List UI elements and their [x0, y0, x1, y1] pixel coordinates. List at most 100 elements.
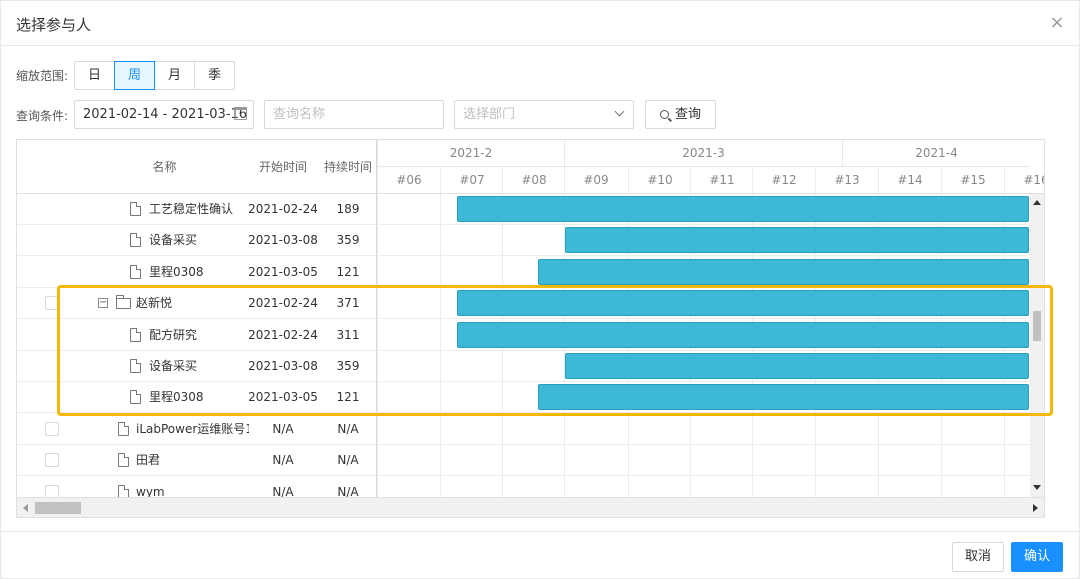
gantt-grid: 名称 开始时间 持续时间 2021-2 2021-3 2021-4 #06 #07 #08… — [16, 139, 1045, 518]
date-range-picker[interactable]: 2021-02-14 - 2021-03-16 — [74, 100, 254, 129]
week-header: #08 — [502, 167, 565, 194]
table-row[interactable]: 工艺稳定性确认 2021-02-24 189 — [17, 194, 1030, 225]
table-row[interactable]: − 赵新悦 2021-02-24 371 — [17, 288, 1030, 319]
row-duration: 359 — [336, 359, 360, 373]
week-header: #10 — [628, 167, 691, 194]
calendar-icon — [234, 107, 247, 120]
row-start-time: 2021-03-05 — [248, 390, 318, 404]
week-header: #14 — [878, 167, 941, 194]
row-start-time: 2021-02-24 — [248, 296, 318, 310]
horizontal-scrollbar[interactable] — [17, 497, 1044, 517]
horizontal-scroll-thumb[interactable] — [35, 502, 81, 514]
table-row[interactable]: 田君 N/A N/A — [17, 445, 1030, 476]
column-header-name[interactable]: 名称 — [152, 160, 177, 174]
file-icon — [130, 233, 141, 247]
pane-divider[interactable] — [376, 140, 377, 497]
row-name: iLabPower运维账号1 — [136, 422, 249, 436]
row-duration: N/A — [337, 485, 359, 499]
zoom-day-button[interactable]: 日 — [74, 61, 115, 90]
dialog-header: 选择参与人 × — [1, 1, 1079, 46]
column-header-duration[interactable]: 持续时间 — [323, 160, 372, 174]
row-name: 里程0308 — [149, 390, 204, 404]
table-row[interactable]: 设备采买 2021-03-08 359 — [17, 351, 1030, 382]
week-header: #13 — [815, 167, 878, 194]
zoom-segmented: 日 周 月 季 — [74, 61, 235, 90]
close-icon[interactable]: × — [1049, 12, 1065, 33]
scroll-down-icon[interactable] — [1033, 485, 1041, 490]
zoom-week-button[interactable]: 周 — [114, 61, 155, 90]
month-header: 2021-2 — [377, 140, 564, 167]
folder-icon — [116, 295, 131, 309]
row-checkbox[interactable] — [45, 296, 59, 310]
row-duration: N/A — [337, 453, 359, 467]
name-search-input[interactable]: 查询名称 — [264, 100, 444, 129]
table-row[interactable]: 设备采买 2021-03-08 359 — [17, 225, 1030, 256]
grid-line — [440, 194, 441, 497]
collapse-icon[interactable]: − — [98, 297, 108, 308]
table-row[interactable]: iLabPower运维账号1 N/A N/A — [17, 414, 1030, 445]
vertical-scroll-thumb[interactable] — [1033, 311, 1041, 341]
table-row[interactable]: 里程0308 2021-03-05 121 — [17, 257, 1030, 288]
table-row[interactable]: 配方研究 2021-02-24 311 — [17, 320, 1030, 351]
file-icon — [118, 422, 129, 436]
department-select[interactable]: 选择部门 — [454, 100, 634, 129]
row-start-time: N/A — [272, 422, 294, 436]
department-placeholder: 选择部门 — [463, 107, 516, 122]
grid-line — [377, 194, 378, 497]
row-name: 设备采买 — [149, 233, 198, 247]
row-name: 里程0308 — [149, 265, 204, 279]
week-header: #06 — [377, 167, 440, 194]
gantt-bar[interactable] — [538, 384, 1029, 410]
row-duration: 121 — [336, 390, 360, 404]
file-icon — [130, 202, 141, 216]
week-header: #09 — [564, 167, 627, 194]
row-name: 配方研究 — [149, 328, 198, 342]
date-range-value: 2021-02-14 - 2021-03-16 — [83, 107, 248, 122]
month-header: 2021-3 — [564, 140, 842, 167]
row-start-time: 2021-03-08 — [248, 359, 318, 373]
row-duration: 359 — [336, 233, 360, 247]
search-button[interactable]: 查询 — [645, 100, 716, 129]
row-name: 赵新悦 — [136, 296, 173, 310]
chevron-down-icon — [614, 106, 625, 117]
week-header: #12 — [752, 167, 815, 194]
scroll-up-icon[interactable] — [1033, 200, 1041, 205]
scroll-left-icon[interactable] — [23, 504, 28, 512]
dialog-title: 选择参与人 — [16, 16, 92, 34]
zoom-quarter-button[interactable]: 季 — [194, 61, 235, 90]
row-checkbox[interactable] — [45, 422, 59, 436]
row-duration: 189 — [336, 202, 360, 216]
gantt-bar[interactable] — [457, 290, 1029, 316]
column-header-start[interactable]: 开始时间 — [258, 160, 307, 174]
row-name: 田君 — [136, 453, 161, 467]
row-start-time: N/A — [272, 485, 294, 499]
row-start-time: 2021-03-05 — [248, 265, 318, 279]
name-search-placeholder: 查询名称 — [273, 107, 326, 122]
file-icon — [130, 359, 141, 373]
gantt-bar[interactable] — [457, 196, 1029, 222]
confirm-button[interactable]: 确认 — [1011, 542, 1063, 572]
row-duration: 311 — [336, 328, 360, 342]
table-row[interactable]: 里程0308 2021-03-05 121 — [17, 382, 1030, 413]
month-header: 2021-4 — [842, 140, 1030, 167]
cancel-button[interactable]: 取消 — [952, 542, 1004, 572]
row-duration: N/A — [337, 422, 359, 436]
week-header: #11 — [690, 167, 753, 194]
vertical-scrollbar[interactable] — [1030, 194, 1044, 497]
left-header: 名称 开始时间 持续时间 — [17, 140, 376, 194]
row-duration: 121 — [336, 265, 360, 279]
file-icon — [130, 328, 141, 342]
row-checkbox[interactable] — [45, 453, 59, 467]
gantt-bar[interactable] — [538, 259, 1029, 285]
row-start-time: 2021-02-24 — [248, 328, 318, 342]
gantt-bar[interactable] — [565, 227, 1029, 253]
search-icon — [659, 110, 669, 119]
row-name: 设备采买 — [149, 359, 198, 373]
gantt-bar[interactable] — [565, 353, 1029, 379]
row-duration: 371 — [336, 296, 360, 310]
row-name: 工艺稳定性确认 — [149, 202, 234, 216]
zoom-month-button[interactable]: 月 — [154, 61, 195, 90]
gantt-bar[interactable] — [457, 322, 1029, 348]
scroll-right-icon[interactable] — [1033, 504, 1038, 512]
